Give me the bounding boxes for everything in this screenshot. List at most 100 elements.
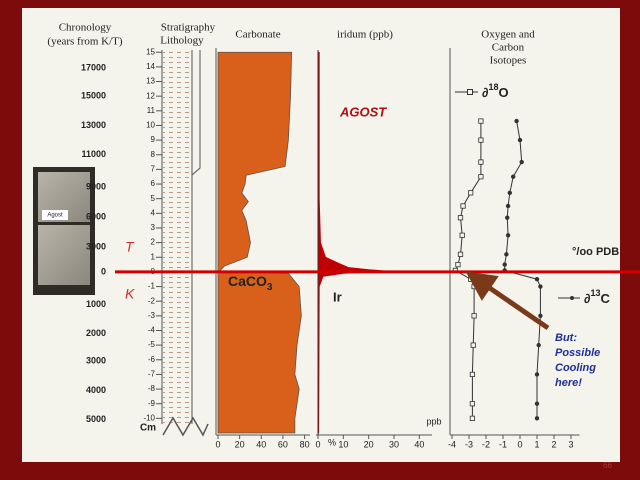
callout-line: Cooling <box>555 362 596 374</box>
depth-tick-label: 12 <box>146 91 155 100</box>
legend-symbol: ∂ <box>482 85 488 100</box>
legend-label: ∂18O <box>482 82 509 100</box>
chronology-label: 4000 <box>86 385 106 395</box>
isotope-point <box>457 215 464 221</box>
callout-line: Possible <box>555 347 600 359</box>
x-tick-label: -2 <box>482 439 490 449</box>
column-title: Stratigraphy <box>161 22 216 34</box>
x-tick-label: 40 <box>414 439 424 449</box>
isotope-point <box>469 401 476 407</box>
photo-label: Agost <box>47 213 63 219</box>
isotope-point <box>505 203 511 209</box>
x-tick-label: 1 <box>534 439 539 449</box>
slide-number: 66 <box>603 461 612 470</box>
isotope-point <box>468 276 474 282</box>
panel-title: Carbonate <box>235 29 280 41</box>
chronology-label: 3000 <box>86 241 106 251</box>
legend-mass: 13 <box>590 288 600 298</box>
isotope-point <box>534 277 540 282</box>
panel-border <box>215 48 451 435</box>
x-tick-label: 80 <box>300 439 310 449</box>
isotope-point <box>536 342 541 348</box>
panel-title: Carbon <box>492 42 525 54</box>
isotope-point <box>470 342 476 348</box>
isotope-point <box>478 159 484 165</box>
x-tick-label: 20 <box>235 439 245 449</box>
depth-tick-label: -1 <box>148 282 156 291</box>
column-title: Chronology <box>59 22 112 34</box>
isotope-point <box>519 159 524 165</box>
depth-tick-label: -3 <box>148 311 156 320</box>
depth-tick-label: 5 <box>151 194 156 203</box>
isotope-point <box>507 190 512 196</box>
depth-tick-label: 11 <box>147 106 156 115</box>
isotope-point <box>517 137 523 143</box>
photo-rock <box>38 225 90 285</box>
annotation: AGOST <box>339 104 387 119</box>
isotope-point <box>534 416 540 421</box>
profile-area <box>317 51 389 434</box>
isotope-point <box>504 252 509 257</box>
x-tick-label: 10 <box>338 439 348 449</box>
annotation-subscript: 3 <box>267 282 273 293</box>
depth-tick-label: 13 <box>146 77 155 86</box>
depth-tick-label: 7 <box>151 164 156 173</box>
x-tick-label: 0 <box>517 439 522 449</box>
legend-element: C <box>600 291 610 306</box>
unit-label: °/oo PDB <box>572 246 619 258</box>
legend-label: ∂13C <box>584 288 610 306</box>
depth-tick-label: -8 <box>148 384 156 393</box>
isotope-point <box>469 371 476 378</box>
depth-tick-label: -4 <box>148 326 156 335</box>
depth-tick-label: 8 <box>151 150 156 159</box>
legend-element: O <box>498 85 508 100</box>
annotation: CaCO3 <box>228 273 273 293</box>
chronology-label: 5000 <box>86 414 106 424</box>
profile-area <box>216 51 302 434</box>
chronology-label: 11000 <box>81 149 106 159</box>
depth-tick-label: -6 <box>148 355 156 364</box>
annotation: Ir <box>333 289 342 304</box>
boundary-label: T <box>125 239 135 255</box>
isotope-point <box>471 283 477 290</box>
callout: But: Possible Cooling here! <box>555 332 600 389</box>
isotope-point <box>534 401 540 406</box>
isotope-point <box>478 174 484 180</box>
lithology <box>163 52 192 424</box>
panel-title: iridum (ppb) <box>337 29 393 41</box>
x-tick-label: 20 <box>364 439 374 449</box>
x-tick-label: 40 <box>256 439 266 449</box>
depth-tick-label: -10 <box>143 413 155 422</box>
isotope-point <box>514 118 519 124</box>
x-tick-label: 0 <box>215 439 220 449</box>
isotope-point <box>505 215 510 220</box>
break-symbol <box>162 416 209 437</box>
boundary-label: K <box>125 286 135 302</box>
isotope-point <box>457 251 464 257</box>
legend-marker <box>570 296 574 300</box>
chronology-label: 2000 <box>86 328 106 338</box>
chronology-label: 3000 <box>86 356 106 366</box>
depth-tick-label: 15 <box>146 47 155 56</box>
callout-line: But: <box>555 332 577 344</box>
depth-tick-label: 6 <box>151 179 156 188</box>
isotope-point <box>468 190 474 196</box>
isotope-point <box>538 313 543 319</box>
lithology-border <box>161 50 201 424</box>
isotope-point <box>534 372 540 377</box>
annotation-text: CaCO <box>228 273 267 289</box>
isotope-line <box>504 120 541 419</box>
callout-line: here! <box>555 377 582 389</box>
photo-tag <box>42 210 68 220</box>
isotope-point <box>460 203 466 209</box>
isotope-point <box>502 262 507 267</box>
column-title: Lithology <box>160 35 204 47</box>
chronology-label: 17000 <box>81 63 106 73</box>
column-title: (years from K/T) <box>47 36 122 48</box>
x-tick-label: 3 <box>568 439 573 449</box>
isotope-point <box>478 137 484 143</box>
chronology-label: 13000 <box>81 120 106 130</box>
depth-tick-label: 4 <box>151 208 156 217</box>
legend-symbol: ∂ <box>584 291 590 306</box>
